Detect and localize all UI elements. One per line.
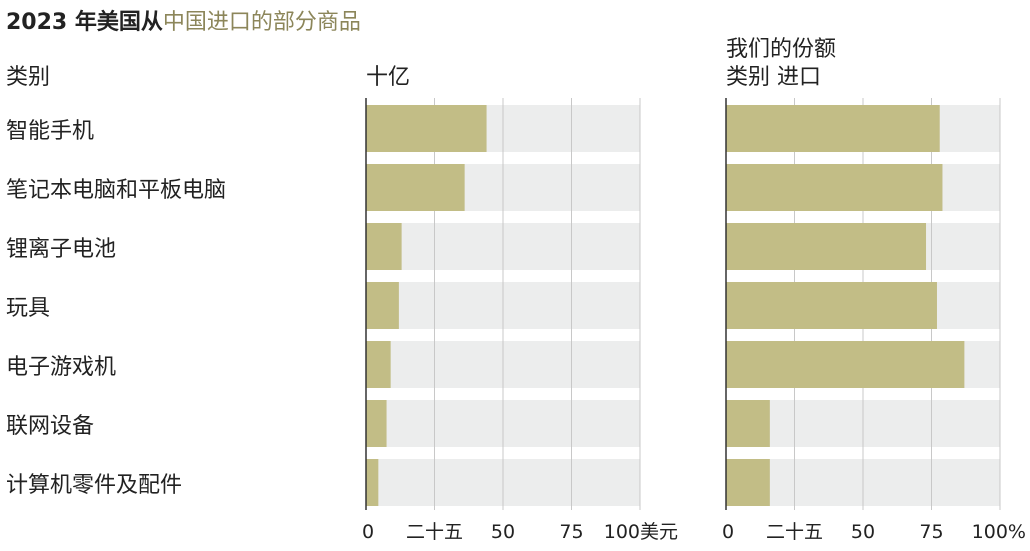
right-header-line2: 类别 进口 <box>726 65 821 90</box>
chart-title-part2: 中国进口的部分商品 <box>162 10 361 35</box>
bar <box>726 400 770 447</box>
tick-label: 50 <box>491 521 515 543</box>
category-label: 笔记本电脑和平板电脑 <box>6 178 227 203</box>
category-label: 锂离子电池 <box>6 237 117 262</box>
chart-title: 2023 年美国从中国进口的部分商品 <box>6 4 361 36</box>
tick-label: 75 <box>919 521 943 543</box>
tick-label: 75 <box>559 521 583 543</box>
left-unit-header: 十亿 <box>366 65 411 90</box>
bar <box>366 459 379 506</box>
right-header-line1: 我们的份额 <box>726 37 837 62</box>
bar <box>726 282 937 329</box>
category-label: 智能手机 <box>6 119 95 144</box>
category-label: 电子游戏机 <box>6 355 117 380</box>
bar <box>366 223 402 270</box>
bar <box>366 282 399 329</box>
bar <box>366 341 391 388</box>
tick-label: 二十五 <box>406 521 463 543</box>
category-label: 联网设备 <box>6 414 95 439</box>
bar <box>366 105 487 152</box>
bar <box>726 459 770 506</box>
tick-label: 0 <box>722 521 734 543</box>
bar <box>726 105 940 152</box>
tick-label: 100美元 <box>604 521 678 543</box>
category-header: 类别 <box>6 65 51 90</box>
category-label: 玩具 <box>6 296 51 321</box>
tick-label: 50 <box>851 521 875 543</box>
bar <box>726 223 927 270</box>
bar <box>726 164 943 211</box>
chart-title-part1: 2023 年美国从 <box>6 10 163 35</box>
bar <box>366 164 465 211</box>
bar <box>366 400 387 447</box>
bar <box>726 341 965 388</box>
category-label: 计算机零件及配件 <box>6 473 183 498</box>
tick-label: 100% <box>972 521 1026 543</box>
tick-label: 二十五 <box>766 521 823 543</box>
tick-label: 0 <box>362 521 374 543</box>
